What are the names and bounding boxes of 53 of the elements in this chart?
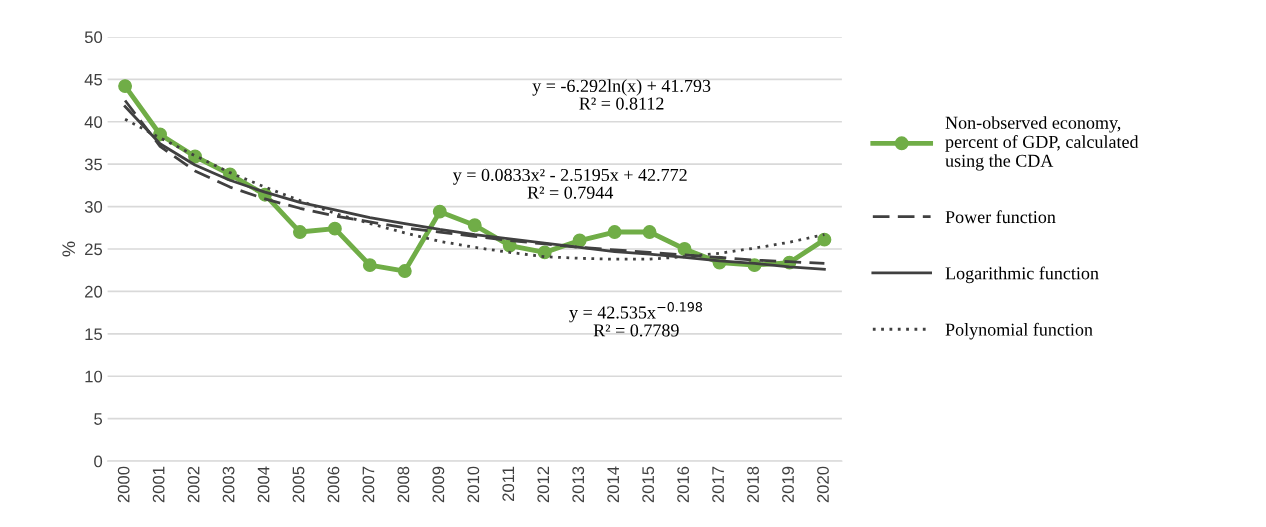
x-tick-label: 2006 bbox=[327, 466, 340, 503]
point bbox=[467, 218, 482, 233]
legend-label: Logarithmic function bbox=[945, 266, 1099, 284]
annotation: y = 0.0833x² - 2.5195x + 42.772 R² = 0.7944 bbox=[452, 168, 687, 199]
point bbox=[817, 232, 832, 247]
point bbox=[537, 245, 552, 260]
y-tick-label: 50 bbox=[84, 31, 103, 44]
point bbox=[642, 225, 657, 239]
y-tick-label: 0 bbox=[94, 455, 103, 468]
x-tick-label: 2016 bbox=[677, 466, 690, 503]
point bbox=[292, 225, 307, 239]
annotation: y = -6.292ln(x) + 41.793 R² = 0.8112 bbox=[532, 79, 711, 110]
y-axis-title: % bbox=[62, 241, 76, 257]
y-tick-label: 30 bbox=[84, 200, 103, 213]
x-tick-label: 2011 bbox=[502, 466, 515, 501]
legend-label: Polynomial function bbox=[945, 322, 1093, 340]
point bbox=[607, 225, 622, 239]
point bbox=[432, 204, 447, 219]
x-tick-label: 2013 bbox=[572, 466, 585, 503]
x-tick-label: 2002 bbox=[187, 466, 200, 503]
y-tick-label: 35 bbox=[84, 158, 103, 171]
x-tick-label: 2004 bbox=[257, 466, 270, 503]
y-tick-label: 20 bbox=[85, 285, 103, 298]
y-tick-label: 5 bbox=[94, 413, 103, 425]
legend-label: Non-observed economy, percent of GDP, calculated using the CDA bbox=[945, 116, 1139, 171]
x-tick-label: 2001 bbox=[152, 466, 165, 503]
point bbox=[572, 233, 587, 248]
y-tick-label: 40 bbox=[84, 116, 103, 128]
y-tick-label: 10 bbox=[85, 370, 103, 383]
point bbox=[677, 242, 692, 256]
y-tick-label: 15 bbox=[85, 328, 103, 341]
point bbox=[118, 79, 133, 94]
x-tick-label: 2009 bbox=[432, 466, 445, 503]
x-tick-label: 2019 bbox=[782, 466, 794, 503]
x-tick-label: 2007 bbox=[362, 466, 375, 503]
x-tick-label: 2015 bbox=[642, 466, 655, 503]
y-tick-label: 25 bbox=[85, 243, 103, 256]
x-tick-label: 2003 bbox=[222, 466, 235, 503]
x-tick-label: 2005 bbox=[292, 466, 305, 503]
x-tick-label: 2020 bbox=[817, 466, 829, 503]
point bbox=[397, 264, 412, 279]
x-tick-label: 2000 bbox=[117, 466, 130, 503]
x-tick-label: 2012 bbox=[537, 466, 550, 503]
x-tick-label: 2010 bbox=[467, 466, 480, 503]
x-tick-label: 2017 bbox=[712, 466, 724, 503]
annotation: y = 42.535x$^{−0.198}$ R² = 0.7789 bbox=[569, 302, 703, 337]
point bbox=[327, 221, 342, 236]
x-tick-label: 2008 bbox=[397, 466, 410, 503]
y-tick-label: 45 bbox=[84, 73, 103, 86]
legend-label: Power function bbox=[945, 210, 1056, 224]
x-tick-label: 2014 bbox=[607, 466, 620, 503]
point bbox=[362, 258, 377, 273]
x-tick-label: 2018 bbox=[747, 466, 759, 503]
